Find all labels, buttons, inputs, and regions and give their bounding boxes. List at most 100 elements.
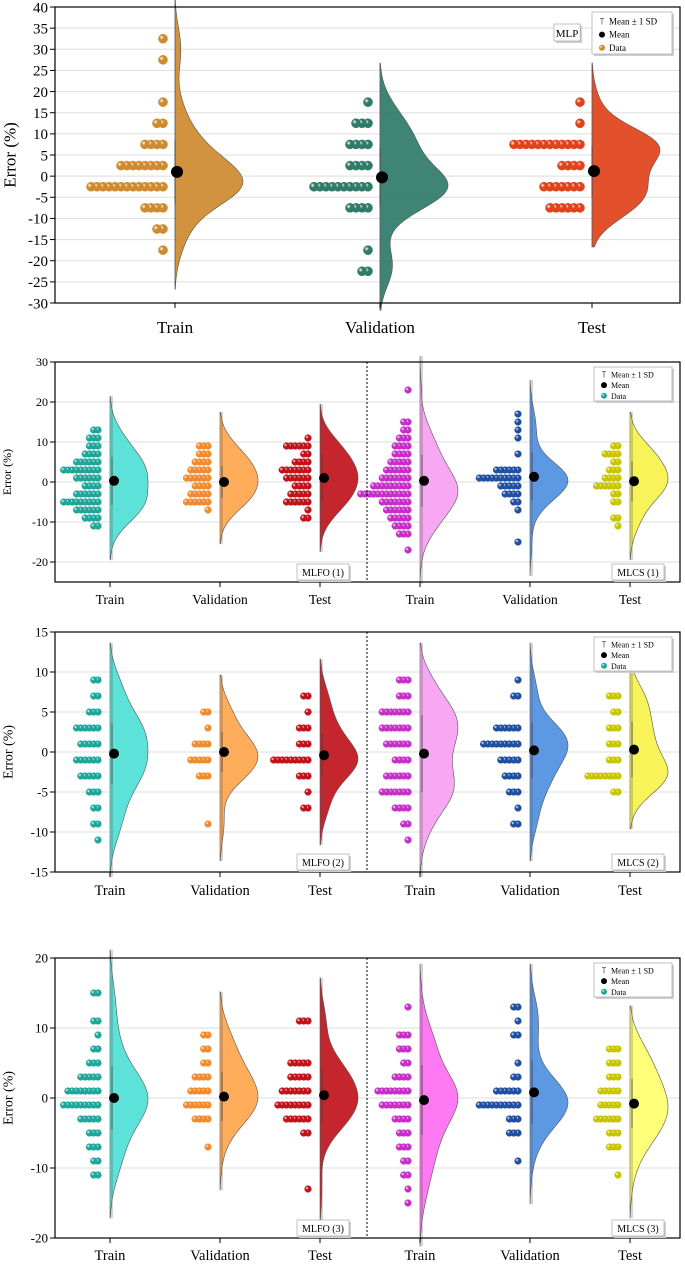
y-tick-label: 0 — [42, 745, 49, 760]
group-2 — [509, 62, 661, 248]
y-tick-label: -10 — [31, 825, 48, 840]
data-point — [510, 820, 518, 828]
data-point — [77, 740, 85, 748]
data-point — [90, 1017, 98, 1025]
mean-marker — [629, 1098, 639, 1109]
violin-2 — [319, 977, 359, 1233]
data-point — [605, 1059, 614, 1067]
violin-1 — [219, 411, 259, 545]
data-point — [382, 506, 391, 514]
y-tick-label: 35 — [33, 21, 48, 37]
data-point — [152, 118, 162, 129]
data-point — [505, 1115, 514, 1123]
panel-1: Train Validation Test Train Validation Test 30… — [0, 355, 681, 607]
legend-label: Mean ± 1 SD — [611, 967, 654, 976]
legend-data-icon — [599, 44, 605, 51]
data-point — [382, 772, 391, 780]
data-point — [605, 692, 614, 700]
data-point — [90, 426, 98, 434]
data-point — [304, 788, 312, 796]
y-tick-label: 15 — [33, 106, 48, 122]
legend-mean-icon — [599, 31, 605, 38]
data-point — [64, 1087, 72, 1095]
mean-marker — [219, 477, 229, 487]
data-point — [605, 1129, 614, 1137]
data-point — [94, 1031, 102, 1039]
group-1 — [182, 411, 259, 545]
data-point — [404, 836, 412, 844]
mean-marker — [419, 748, 429, 759]
data-point — [510, 1031, 518, 1039]
violin-0 — [109, 642, 149, 878]
panel-tag: MLFO (3) — [302, 1224, 344, 1235]
data-point — [539, 181, 549, 192]
data-point — [81, 482, 89, 490]
violin-4 — [529, 963, 569, 1205]
data-point — [72, 724, 81, 732]
data-point — [592, 1115, 601, 1123]
data-point — [363, 245, 373, 255]
legend-mean-icon — [601, 978, 607, 985]
y-axis-label: Error (%) — [2, 725, 17, 779]
data-point — [605, 1143, 614, 1151]
data-point — [274, 1101, 282, 1109]
data-point — [400, 1059, 408, 1067]
data-point — [395, 692, 404, 700]
data-point — [404, 1003, 412, 1011]
y-tick-label: -20 — [28, 254, 48, 270]
data-point — [514, 434, 522, 442]
data-point — [85, 788, 94, 796]
data-point — [85, 708, 94, 716]
mean-marker — [109, 1093, 119, 1103]
violin-2 — [591, 62, 661, 248]
data-point — [345, 139, 355, 150]
y-axis-label: Error (%) — [2, 1071, 17, 1125]
data-point — [514, 506, 522, 514]
mean-marker — [171, 165, 183, 178]
panel-tag-box — [553, 23, 581, 42]
data-point — [295, 1017, 304, 1025]
data-point — [545, 203, 555, 213]
data-point — [610, 458, 618, 466]
data-point — [158, 55, 168, 65]
data-point — [575, 97, 585, 107]
data-point — [605, 466, 614, 474]
data-point — [497, 756, 505, 764]
data-point — [391, 522, 399, 530]
data-point — [345, 203, 355, 213]
category-label: Train — [95, 883, 127, 899]
group-0 — [72, 642, 149, 878]
data-point — [200, 1059, 208, 1067]
category-label: Validation — [500, 1248, 560, 1264]
data-point — [72, 474, 81, 482]
category-label: Test — [308, 1248, 332, 1264]
data-point — [72, 458, 81, 466]
mean-marker — [219, 747, 229, 757]
data-point — [391, 450, 399, 458]
group-5 — [592, 411, 669, 561]
data-point — [191, 1115, 199, 1123]
violin-2 — [319, 658, 359, 846]
y-tick-label: -5 — [36, 191, 49, 207]
data-point — [72, 756, 81, 764]
violin-3 — [419, 355, 459, 585]
data-point — [182, 498, 191, 506]
panel-tag-box — [611, 853, 665, 871]
data-point — [300, 692, 308, 700]
data-point — [605, 756, 614, 764]
mean-marker — [109, 748, 119, 759]
data-point — [391, 756, 399, 764]
y-tick-label: -20 — [31, 1231, 48, 1246]
data-point — [395, 1031, 404, 1039]
data-point — [592, 482, 601, 490]
data-point — [90, 676, 98, 684]
y-tick-label: 30 — [33, 43, 48, 59]
category-label: Test — [619, 592, 642, 607]
data-point — [270, 756, 278, 764]
data-point — [492, 724, 501, 732]
group-5 — [592, 1005, 669, 1219]
data-point — [158, 245, 168, 255]
data-point — [90, 1171, 98, 1179]
